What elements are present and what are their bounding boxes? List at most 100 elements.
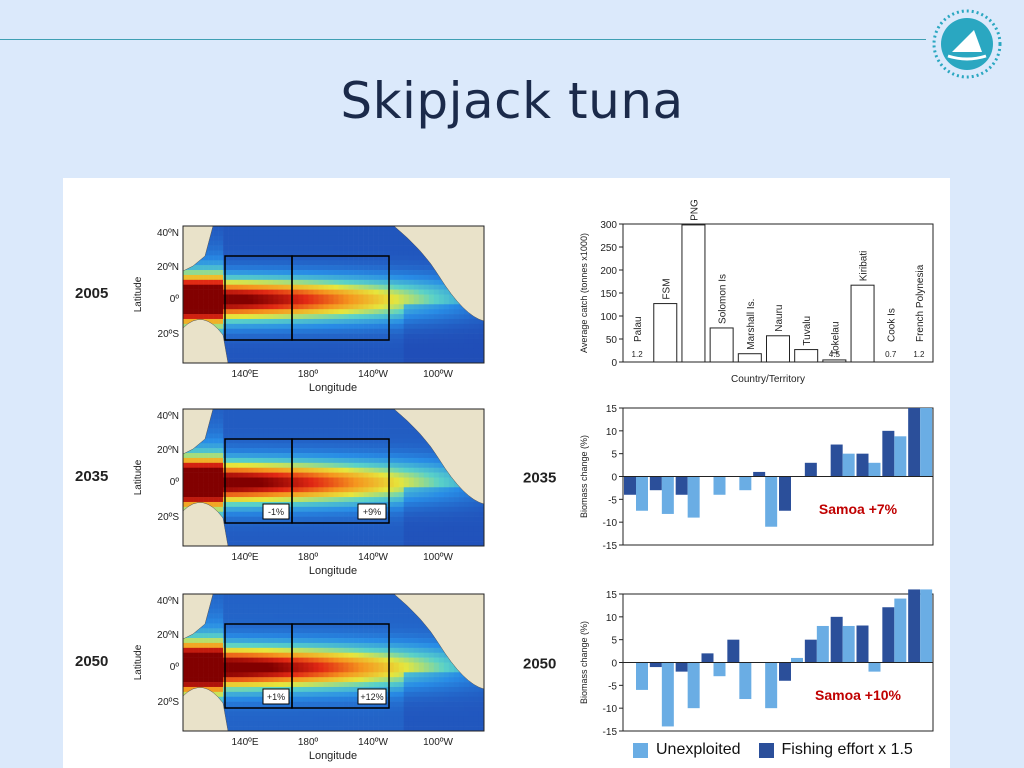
land-americas (393, 225, 485, 322)
biomass-chart-2050: 2050 -15 -10 -5 0 5 10 15 Biomass change (%) Samo… (523, 589, 934, 738)
land-americas (393, 593, 485, 690)
map-year-label: 2035 (75, 468, 108, 485)
biomass-bar (739, 662, 752, 700)
lon-tick-label: 100ºW (423, 369, 453, 380)
lat-tick-label: 20ºN (157, 262, 179, 273)
catch-bar (850, 284, 875, 363)
heatmap-cells (183, 594, 485, 732)
biomass-chart-2035: 2035 -15 -10 -5 0 5 10 15 Biomass change (%) Samo… (523, 404, 934, 552)
biomass-bar (816, 625, 829, 663)
legend-label-unexploited: Unexploited (656, 741, 741, 758)
map-frame (182, 408, 485, 547)
catch-bar (766, 335, 790, 363)
lon-tick-label: 180º (298, 552, 319, 563)
region-east-change: +12% (360, 692, 383, 702)
biomass-bar (636, 662, 648, 690)
biomass-bar (908, 589, 921, 663)
region-west-change: +1% (267, 692, 285, 702)
legend-item-fishing: Fishing effort x 1.5 (758, 741, 913, 759)
catch-ytick-label: 50 (606, 335, 618, 346)
biomass-ytick-label: 0 (611, 659, 617, 670)
biomass-year-label: 2050 (523, 656, 556, 673)
catch-category-label: PNG (689, 199, 700, 221)
lon-tick-label: 140ºE (231, 737, 258, 748)
biomass-bar (779, 662, 791, 681)
biomass-ytick-label: 15 (606, 590, 618, 601)
biomass-ytick-label: 10 (606, 427, 618, 438)
biomass-ytick-label: -15 (603, 541, 618, 552)
catch-category-label: FSM (661, 278, 672, 299)
lon-tick-label: 140ºE (231, 552, 258, 563)
map-ylabel: Latitude (133, 276, 144, 312)
catch-bar (794, 349, 819, 363)
lon-tick-label: 100ºW (423, 737, 453, 748)
catch-ytick-label: 200 (600, 266, 617, 277)
lon-tick-label: 180º (298, 737, 319, 748)
biomass-bar (856, 453, 869, 477)
lat-tick-label: 20ºS (158, 512, 180, 523)
catch-value-label: 1.2 (632, 350, 644, 359)
biomass-ytick-label: -5 (608, 681, 617, 692)
legend-swatch-fishing (758, 742, 774, 758)
biomass-bar (727, 639, 740, 663)
biomass-bar (739, 476, 752, 491)
catch-category-label: Cook Is (887, 308, 898, 342)
legend-item-unexploited: Unexploited (633, 741, 741, 759)
legend: Unexploited Fishing effort x 1.5 (633, 741, 931, 759)
catch-category-label: Kiribati (859, 251, 870, 282)
catch-ytick-label: 100 (600, 312, 617, 323)
region-west-change: -1% (268, 507, 284, 517)
land-australia (182, 502, 229, 547)
biomass-bar (868, 462, 881, 477)
catch-ylabel: Average catch (tonnes x1000) (579, 233, 589, 353)
region-west-badge (262, 688, 290, 705)
biomass-ytick-label: 0 (611, 473, 617, 484)
lat-tick-label: 20ºS (158, 697, 180, 708)
biomass-ytick-label: -10 (603, 704, 618, 715)
catch-category-label: Tokelau (830, 321, 841, 355)
legend-swatch-unexploited (633, 742, 648, 758)
biomass-bar (830, 616, 843, 663)
biomass-bar (804, 462, 817, 477)
map-frame (182, 593, 485, 732)
lat-tick-label: 40ºN (157, 228, 179, 239)
map-xlabel: Longitude (309, 382, 357, 394)
catch-category-label: French Polynesia (915, 264, 926, 342)
catch-category-label: Solomon Is (718, 274, 729, 324)
map-ylabel: Latitude (133, 459, 144, 495)
biomass-bar (804, 639, 817, 663)
region-east-change: +9% (363, 507, 381, 517)
map-year-label: 2050 (75, 653, 108, 670)
catch-bar (737, 353, 762, 363)
biomass-ytick-label: -15 (603, 727, 618, 738)
region-west-badge (262, 503, 290, 520)
lat-tick-label: 20ºS (158, 329, 180, 340)
biomass-bar (842, 453, 855, 477)
figure-panel: 2005 40ºN 20ºN 0º 20ºS 140ºE 180º 140ºW 100ºW Lon… (63, 178, 950, 768)
header-rule (0, 39, 926, 40)
land-americas (393, 408, 485, 505)
region-box-east (291, 438, 390, 524)
lat-tick-label: 0º (170, 294, 180, 305)
catch-bar (709, 327, 734, 363)
biomass-bar (765, 476, 778, 527)
catch-ytick-label: 0 (611, 358, 617, 369)
region-east-badge (357, 688, 387, 705)
map-ylabel: Latitude (133, 644, 144, 680)
catch-ytick-label: 150 (600, 289, 617, 300)
lat-tick-label: 0º (170, 662, 180, 673)
biomass-bar (701, 653, 714, 663)
biomass-bar (687, 662, 700, 709)
biomass-bar (908, 408, 921, 477)
lat-tick-label: 40ºN (157, 411, 179, 422)
catch-chart: 0 50 100 150 200 250 300 Palau 1.2 FSM PNG Solomon … (579, 199, 934, 385)
biomass-bar (842, 625, 855, 663)
biomass-bar (713, 662, 726, 677)
map-2050: 2050 +1% +12% 40ºN 20ºN 0º 20ºS 140ºE 180º 140ºW 1… (75, 593, 485, 762)
land-australia (182, 687, 229, 732)
map-frame (182, 225, 485, 364)
spc-logo-icon (932, 9, 1002, 79)
biomass-year-label: 2035 (523, 470, 556, 487)
catch-bar (822, 359, 847, 363)
